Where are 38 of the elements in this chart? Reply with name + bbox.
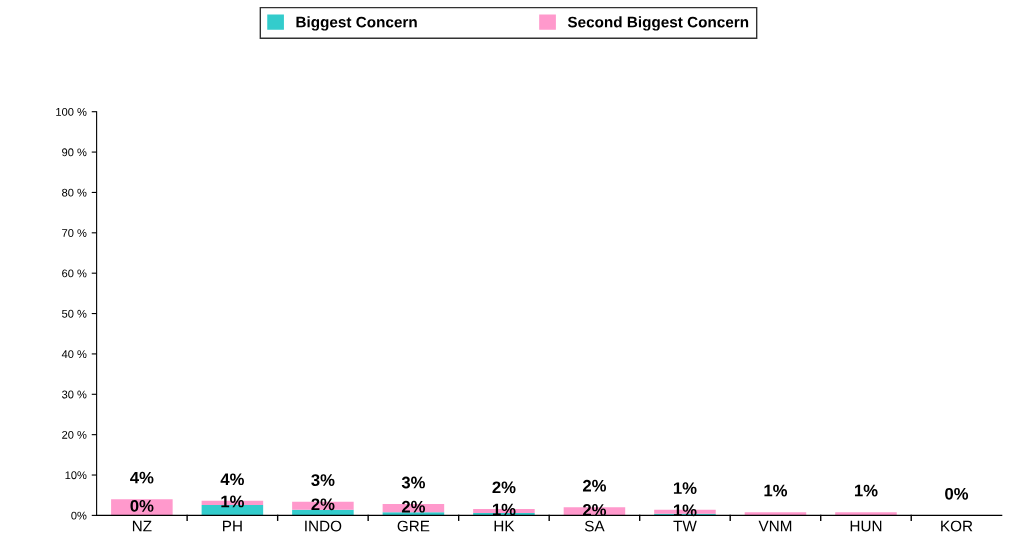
y-tick-label: 60 % bbox=[62, 269, 87, 278]
total-label: 2% bbox=[492, 481, 516, 494]
data-label: 2% bbox=[401, 500, 426, 513]
x-tick-label: HK bbox=[494, 520, 515, 532]
y-tick-label: 90 % bbox=[62, 148, 87, 157]
y-tick-label: 20 % bbox=[62, 430, 87, 439]
y-tick-label: 0% bbox=[71, 511, 87, 520]
total-label: 4% bbox=[220, 473, 244, 486]
total-label: 1% bbox=[673, 482, 697, 494]
y-tick-label: 40 % bbox=[61, 350, 87, 359]
x-tick-label: PH bbox=[223, 520, 242, 532]
x-tick-label: SA bbox=[584, 520, 605, 532]
total-label: 0% bbox=[945, 487, 969, 500]
x-tick-label: KOR bbox=[941, 520, 973, 532]
data-label: 2% bbox=[311, 498, 335, 511]
x-tick-label: NZ bbox=[132, 520, 152, 532]
data-label: 0% bbox=[130, 499, 154, 512]
total-label: 1% bbox=[854, 484, 878, 497]
x-tick-label: INDO bbox=[305, 520, 342, 532]
legend-label: Second Biggest Concern bbox=[567, 16, 749, 31]
total-label: 2% bbox=[582, 479, 607, 492]
total-label: 4% bbox=[130, 471, 154, 484]
y-tick-label: 100 % bbox=[56, 107, 87, 116]
y-tick-label: 30 % bbox=[61, 390, 87, 399]
data-label: 1% bbox=[492, 503, 516, 516]
y-tick-label: 70 % bbox=[62, 229, 87, 237]
y-tick-label: 80 % bbox=[62, 188, 87, 197]
y-tick-label: 50 % bbox=[62, 309, 87, 318]
data-label: 1% bbox=[221, 495, 244, 508]
total-label: 3% bbox=[401, 476, 426, 489]
legend-label: Biggest Concern bbox=[296, 16, 417, 31]
x-tick-label: VNM bbox=[758, 520, 792, 532]
total-label: 3% bbox=[311, 474, 335, 486]
total-label: 1% bbox=[764, 484, 788, 497]
x-tick-label: GRE bbox=[397, 520, 430, 532]
y-tick-label: 10% bbox=[65, 471, 87, 480]
x-tick-label: TW bbox=[673, 520, 697, 532]
x-tick-label: HUN bbox=[850, 520, 882, 532]
